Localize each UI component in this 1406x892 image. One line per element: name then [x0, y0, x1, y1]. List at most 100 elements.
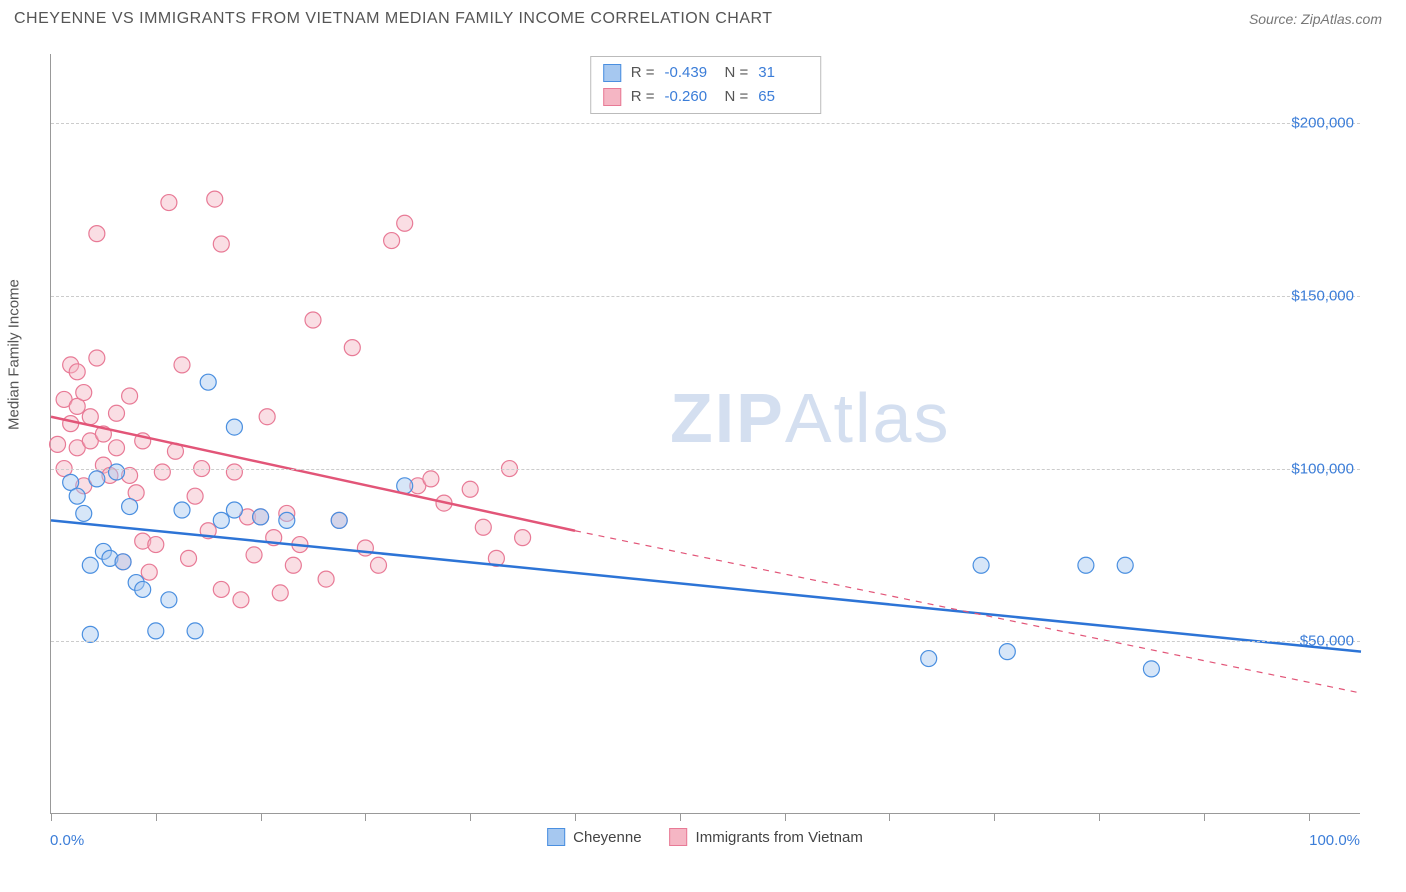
n-label: N = — [725, 85, 749, 109]
data-point — [69, 364, 85, 380]
plot-area: R =-0.439N =31R =-0.260N =65 ZIPAtlas $5… — [50, 54, 1360, 814]
data-point — [344, 340, 360, 356]
data-point — [423, 471, 439, 487]
n-value: 31 — [758, 61, 808, 85]
x-tick — [156, 813, 157, 821]
data-point — [233, 592, 249, 608]
chart-header: CHEYENNE VS IMMIGRANTS FROM VIETNAM MEDI… — [0, 0, 1406, 32]
gridline — [51, 123, 1360, 124]
data-point — [475, 519, 491, 535]
trend-line — [51, 520, 1361, 651]
x-tick — [261, 813, 262, 821]
x-tick — [1099, 813, 1100, 821]
data-point — [213, 512, 229, 528]
chart-title: CHEYENNE VS IMMIGRANTS FROM VIETNAM MEDI… — [14, 10, 773, 28]
x-axis-max-label: 100.0% — [1309, 832, 1360, 849]
data-point — [161, 195, 177, 211]
data-point — [1117, 557, 1133, 573]
legend-swatch — [603, 64, 621, 82]
x-tick — [785, 813, 786, 821]
legend-label: Cheyenne — [573, 829, 641, 846]
r-label: R = — [631, 61, 655, 85]
x-tick — [470, 813, 471, 821]
data-point — [82, 409, 98, 425]
data-point — [69, 488, 85, 504]
data-point — [331, 512, 347, 528]
gridline — [51, 296, 1360, 297]
scatter-svg — [51, 54, 1360, 813]
data-point — [135, 581, 151, 597]
x-tick — [994, 813, 995, 821]
gridline — [51, 469, 1360, 470]
y-axis-title: Median Family Income — [6, 279, 23, 430]
data-point — [246, 547, 262, 563]
r-label: R = — [631, 85, 655, 109]
data-point — [174, 502, 190, 518]
data-point — [76, 385, 92, 401]
legend-label: Immigrants from Vietnam — [696, 829, 863, 846]
data-point — [921, 651, 937, 667]
data-point — [515, 530, 531, 546]
data-point — [122, 499, 138, 515]
data-point — [141, 564, 157, 580]
legend: Cheyenne Immigrants from Vietnam — [547, 828, 863, 846]
data-point — [226, 502, 242, 518]
data-point — [213, 581, 229, 597]
stats-row: R =-0.439N =31 — [603, 61, 809, 85]
data-point — [76, 505, 92, 521]
data-point — [89, 350, 105, 366]
data-point — [973, 557, 989, 573]
data-point — [285, 557, 301, 573]
data-point — [318, 571, 334, 587]
x-axis-min-label: 0.0% — [50, 832, 84, 849]
data-point — [187, 488, 203, 504]
data-point — [161, 592, 177, 608]
x-tick — [575, 813, 576, 821]
x-tick — [1204, 813, 1205, 821]
legend-swatch — [547, 828, 565, 846]
y-tick-label: $100,000 — [1291, 460, 1354, 477]
x-tick — [51, 813, 52, 821]
legend-swatch — [603, 88, 621, 106]
legend-swatch — [670, 828, 688, 846]
data-point — [174, 357, 190, 373]
trend-line — [575, 531, 1361, 693]
legend-item: Cheyenne — [547, 828, 641, 846]
data-point — [63, 416, 79, 432]
legend-item: Immigrants from Vietnam — [670, 828, 863, 846]
data-point — [82, 626, 98, 642]
y-tick-label: $200,000 — [1291, 115, 1354, 132]
data-point — [50, 436, 66, 452]
data-point — [154, 464, 170, 480]
gridline — [51, 641, 1360, 642]
data-point — [148, 623, 164, 639]
data-point — [1078, 557, 1094, 573]
y-tick-label: $50,000 — [1300, 633, 1354, 650]
x-tick — [365, 813, 366, 821]
data-point — [187, 623, 203, 639]
data-point — [89, 471, 105, 487]
data-point — [109, 464, 125, 480]
data-point — [89, 226, 105, 242]
data-point — [1143, 661, 1159, 677]
data-point — [82, 557, 98, 573]
data-point — [148, 537, 164, 553]
data-point — [213, 236, 229, 252]
data-point — [109, 405, 125, 421]
x-axis-bar: 0.0% Cheyenne Immigrants from Vietnam 100… — [50, 826, 1360, 860]
r-value: -0.260 — [665, 85, 715, 109]
data-point — [200, 374, 216, 390]
source-attribution: Source: ZipAtlas.com — [1249, 11, 1382, 27]
stats-row: R =-0.260N =65 — [603, 85, 809, 109]
y-tick-label: $150,000 — [1291, 287, 1354, 304]
data-point — [207, 191, 223, 207]
r-value: -0.439 — [665, 61, 715, 85]
data-point — [253, 509, 269, 525]
x-tick — [680, 813, 681, 821]
x-tick — [1309, 813, 1310, 821]
data-point — [999, 644, 1015, 660]
data-point — [384, 233, 400, 249]
data-point — [272, 585, 288, 601]
data-point — [371, 557, 387, 573]
data-point — [226, 464, 242, 480]
